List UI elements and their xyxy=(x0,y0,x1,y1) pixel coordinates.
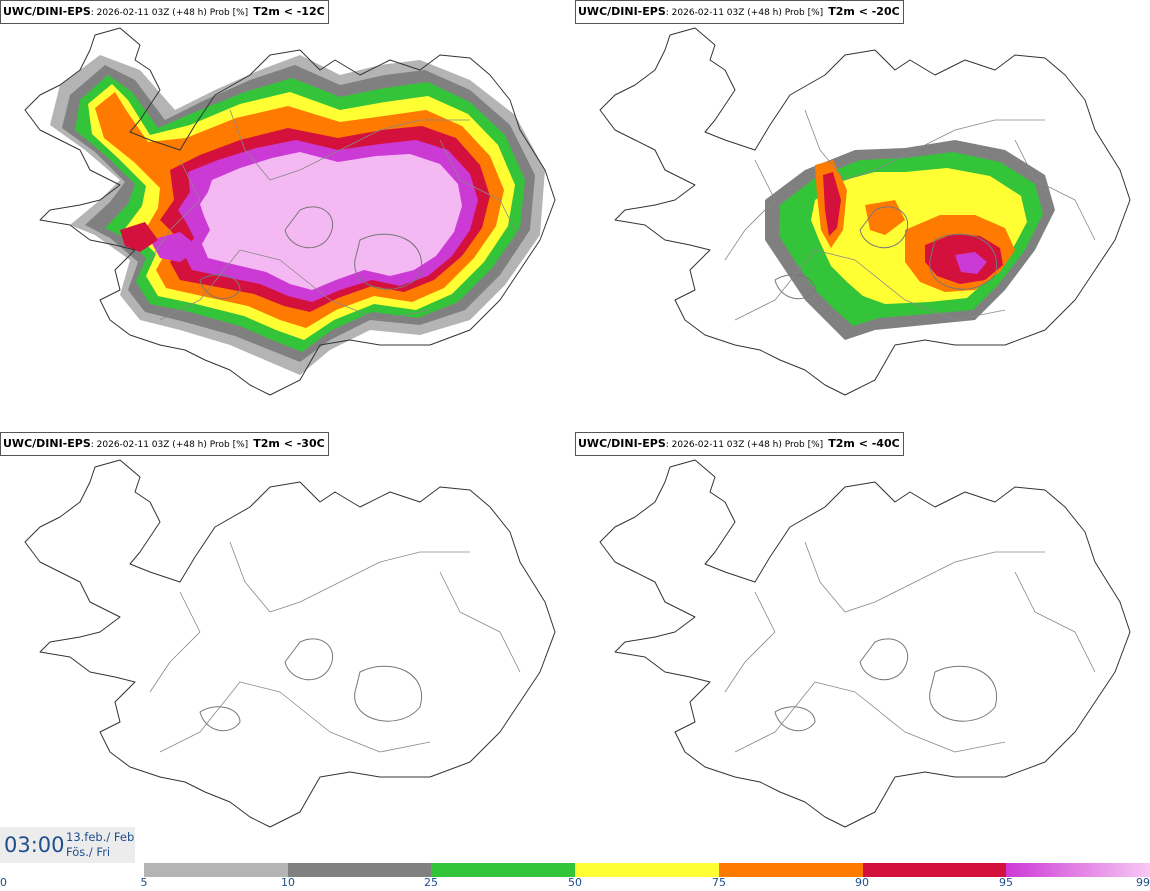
probability-map xyxy=(599,459,1131,828)
run-meta: : 2026-02-11 03Z (+48 h) Prob [%] xyxy=(665,8,824,18)
colorbar-segment xyxy=(575,863,719,877)
variable-label: T2m < -20C xyxy=(828,5,900,18)
run-meta: : 2026-02-11 03Z (+48 h) Prob [%] xyxy=(665,440,824,450)
panel-t2m-minus-30: UWC/DINI-EPS: 2026-02-11 03Z (+48 h) Pro… xyxy=(0,432,575,864)
run-meta: : 2026-02-11 03Z (+48 h) Prob [%] xyxy=(90,8,249,18)
panel-title: UWC/DINI-EPS: 2026-02-11 03Z (+48 h) Pro… xyxy=(0,0,329,24)
variable-label: T2m < -40C xyxy=(828,437,900,450)
probability-map xyxy=(599,27,1131,396)
model-name: UWC/DINI-EPS xyxy=(3,437,91,450)
variable-label: T2m < -30C xyxy=(253,437,325,450)
colorbar-tick-label: 90 xyxy=(855,876,869,889)
panel-t2m-minus-12: UWC/DINI-EPS: 2026-02-11 03Z (+48 h) Pro… xyxy=(0,0,575,432)
probability-colorbar xyxy=(144,863,1150,877)
probability-field xyxy=(50,55,545,375)
colorbar-segment xyxy=(287,863,432,877)
variable-label: T2m < -12C xyxy=(253,5,325,18)
valid-time: 03:00 xyxy=(4,833,65,857)
panel-title: UWC/DINI-EPS: 2026-02-11 03Z (+48 h) Pro… xyxy=(575,0,904,24)
valid-date-line2: Fös./ Fri xyxy=(66,845,111,859)
colorbar-tick-label: 5 xyxy=(140,876,148,889)
model-name: UWC/DINI-EPS xyxy=(578,437,666,450)
panel-t2m-minus-20: UWC/DINI-EPS: 2026-02-11 03Z (+48 h) Pro… xyxy=(575,0,1150,432)
model-name: UWC/DINI-EPS xyxy=(3,5,91,18)
panel-t2m-minus-40: UWC/DINI-EPS: 2026-02-11 03Z (+48 h) Pro… xyxy=(575,432,1150,864)
colorbar-tick-label: 10 xyxy=(281,876,295,889)
colorbar-segment xyxy=(1006,863,1150,877)
probability-field xyxy=(765,140,1055,340)
panel-title: UWC/DINI-EPS: 2026-02-11 03Z (+48 h) Pro… xyxy=(575,432,904,456)
run-meta: : 2026-02-11 03Z (+48 h) Prob [%] xyxy=(90,440,249,450)
colorbar-segment xyxy=(862,863,1007,877)
colorbar-tick-label: 95 xyxy=(999,876,1013,889)
model-name: UWC/DINI-EPS xyxy=(578,5,666,18)
colorbar-ticks: 0 5 10 25 50 75 90 95 99 xyxy=(0,876,1150,890)
colorbar-tick-label: 75 xyxy=(712,876,726,889)
colorbar-segment xyxy=(431,863,576,877)
colorbar-segment xyxy=(144,863,288,877)
colorbar-segment xyxy=(718,863,863,877)
probability-map xyxy=(24,27,556,396)
colorbar-tick-label: 25 xyxy=(424,876,438,889)
valid-date-line1: 13.feb./ Feb xyxy=(66,830,135,844)
valid-date: 13.feb./ Feb Fös./ Fri xyxy=(66,830,134,860)
colorbar-tick-label: 50 xyxy=(568,876,582,889)
colorbar-tick-label: 99 xyxy=(1136,876,1150,889)
valid-time-box: 03:00 13.feb./ Feb Fös./ Fri xyxy=(0,827,135,863)
probability-map xyxy=(24,459,556,828)
colorbar-tick-label: 0 xyxy=(0,876,7,889)
panel-title: UWC/DINI-EPS: 2026-02-11 03Z (+48 h) Pro… xyxy=(0,432,329,456)
